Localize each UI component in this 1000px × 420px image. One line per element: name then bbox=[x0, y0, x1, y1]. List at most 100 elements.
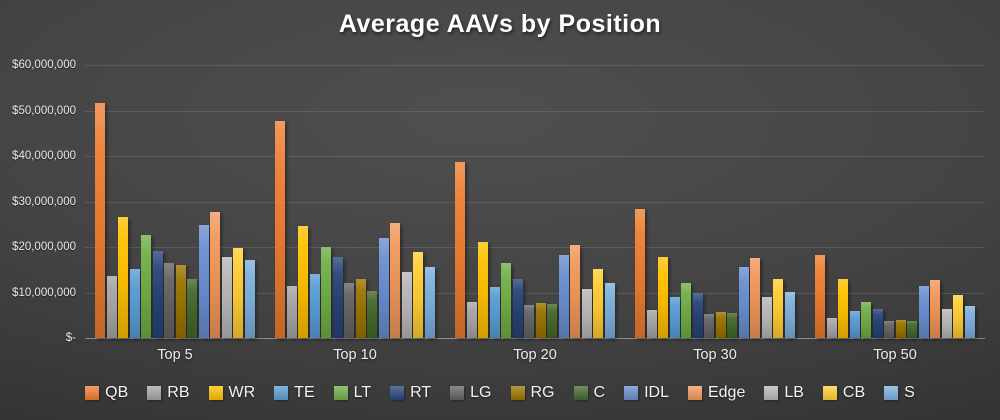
legend-item-s: S bbox=[884, 384, 915, 402]
legend-item-rb: RB bbox=[147, 384, 190, 402]
bar-idl-top-20 bbox=[558, 254, 569, 338]
bar-c-top-30 bbox=[727, 312, 738, 338]
bar-te-top-10 bbox=[309, 273, 320, 338]
bar-rg-top-10 bbox=[355, 279, 366, 338]
legend-label-rb: RB bbox=[167, 384, 190, 401]
legend-swatch-rt bbox=[390, 386, 405, 400]
bar-idl-top-5 bbox=[198, 225, 209, 338]
legend-item-lb: LB bbox=[764, 384, 804, 402]
y-axis-tick-label: $30,000,000 bbox=[12, 195, 76, 208]
bar-rt-top-50 bbox=[872, 308, 883, 338]
bar-lg-top-50 bbox=[884, 320, 895, 338]
bar-cb-top-50 bbox=[953, 294, 964, 338]
bar-cb-top-5 bbox=[233, 247, 244, 338]
legend-swatch-cb bbox=[822, 386, 837, 400]
bar-wr-top-20 bbox=[478, 241, 489, 338]
bar-c-top-20 bbox=[547, 304, 558, 338]
bar-wr-top-30 bbox=[658, 257, 669, 338]
legend-swatch-rb bbox=[147, 386, 162, 400]
bar-qb-top-30 bbox=[635, 208, 646, 338]
legend-swatch-qb bbox=[85, 386, 100, 400]
bar-rt-top-5 bbox=[152, 251, 163, 338]
legend-item-rg: RG bbox=[510, 384, 555, 402]
bar-group-top-10 bbox=[265, 65, 445, 338]
bar-rg-top-5 bbox=[175, 264, 186, 338]
legend-swatch-idl bbox=[624, 386, 639, 400]
bar-idl-top-30 bbox=[738, 267, 749, 338]
legend-label-idl: IDL bbox=[644, 384, 669, 401]
bar-qb-top-20 bbox=[455, 162, 466, 338]
y-axis-tick-label: $10,000,000 bbox=[12, 286, 76, 299]
legend-item-idl: IDL bbox=[624, 384, 669, 402]
bar-rb-top-30 bbox=[646, 309, 657, 338]
legend: QB RB WR TE LT RT LG RG C IDL Edge LB CB S bbox=[0, 377, 1000, 409]
gridline bbox=[85, 201, 985, 203]
legend-item-qb: QB bbox=[85, 384, 128, 402]
y-axis-tick-label: $- bbox=[65, 332, 76, 344]
bar-rg-top-30 bbox=[715, 312, 726, 338]
legend-swatch-edge bbox=[687, 386, 702, 400]
x-axis: Top 5 Top 10 Top 20 Top 30 Top 50 bbox=[85, 347, 985, 363]
bar-rb-top-50 bbox=[826, 318, 837, 338]
x-axis-label-top-50: Top 50 bbox=[873, 347, 917, 363]
x-axis-label-top-10: Top 10 bbox=[333, 347, 377, 363]
bar-lt-top-50 bbox=[861, 302, 872, 338]
legend-label-lb: LB bbox=[784, 384, 804, 401]
bar-edge-top-10 bbox=[390, 223, 401, 338]
legend-item-c: C bbox=[573, 384, 606, 402]
bar-idl-top-10 bbox=[378, 237, 389, 338]
bar-s-top-20 bbox=[604, 282, 615, 338]
bar-cb-top-30 bbox=[773, 278, 784, 338]
bar-cb-top-10 bbox=[413, 252, 424, 338]
legend-swatch-te bbox=[274, 386, 289, 400]
legend-swatch-rg bbox=[510, 386, 525, 400]
bar-s-top-30 bbox=[784, 292, 795, 338]
bar-rb-top-5 bbox=[106, 275, 117, 338]
legend-label-rt: RT bbox=[410, 384, 432, 401]
gridline bbox=[85, 247, 985, 248]
bar-te-top-5 bbox=[129, 268, 140, 338]
bar-qb-top-5 bbox=[95, 102, 106, 338]
bar-qb-top-10 bbox=[275, 120, 286, 338]
legend-item-edge: Edge bbox=[687, 384, 745, 402]
bar-te-top-20 bbox=[489, 287, 500, 338]
legend-label-te: TE bbox=[294, 384, 315, 401]
bar-edge-top-5 bbox=[210, 212, 221, 338]
bar-rb-top-10 bbox=[286, 286, 297, 338]
bar-rt-top-30 bbox=[692, 292, 703, 338]
y-axis-tick-label: $50,000,000 bbox=[12, 104, 76, 117]
legend-item-cb: CB bbox=[822, 384, 866, 402]
bar-group-top-50 bbox=[805, 65, 985, 338]
bar-te-top-50 bbox=[849, 311, 860, 338]
legend-item-lg: LG bbox=[450, 384, 492, 402]
bar-rt-top-20 bbox=[512, 278, 523, 338]
bar-group-top-30 bbox=[625, 65, 805, 338]
legend-label-wr: WR bbox=[228, 384, 256, 401]
legend-label-rg: RG bbox=[530, 384, 555, 401]
gridline bbox=[85, 156, 985, 157]
legend-swatch-lt bbox=[333, 386, 348, 400]
bar-s-top-50 bbox=[964, 306, 975, 338]
legend-label-lt: LT bbox=[353, 384, 372, 401]
legend-swatch-wr bbox=[208, 386, 223, 400]
bar-wr-top-50 bbox=[838, 279, 849, 338]
bar-lt-top-5 bbox=[141, 234, 152, 338]
bar-idl-top-50 bbox=[918, 286, 929, 338]
bar-s-top-10 bbox=[424, 266, 435, 338]
legend-label-lg: LG bbox=[470, 384, 492, 401]
bar-rg-top-50 bbox=[895, 320, 906, 338]
bar-group-top-5 bbox=[85, 65, 265, 338]
bar-lb-top-10 bbox=[401, 272, 412, 338]
bar-lg-top-10 bbox=[344, 283, 355, 338]
bar-lb-top-5 bbox=[221, 257, 232, 338]
bar-rb-top-20 bbox=[466, 301, 477, 338]
x-axis-label-top-5: Top 5 bbox=[157, 347, 193, 363]
plot-area bbox=[85, 65, 985, 339]
legend-label-c: C bbox=[593, 384, 606, 401]
legend-label-cb: CB bbox=[842, 384, 866, 401]
y-axis: $60,000,000 $50,000,000 $40,000,000 $30,000… bbox=[0, 59, 76, 344]
bar-lt-top-30 bbox=[681, 282, 692, 338]
bar-lb-top-50 bbox=[941, 308, 952, 338]
legend-item-lt: LT bbox=[333, 384, 372, 402]
